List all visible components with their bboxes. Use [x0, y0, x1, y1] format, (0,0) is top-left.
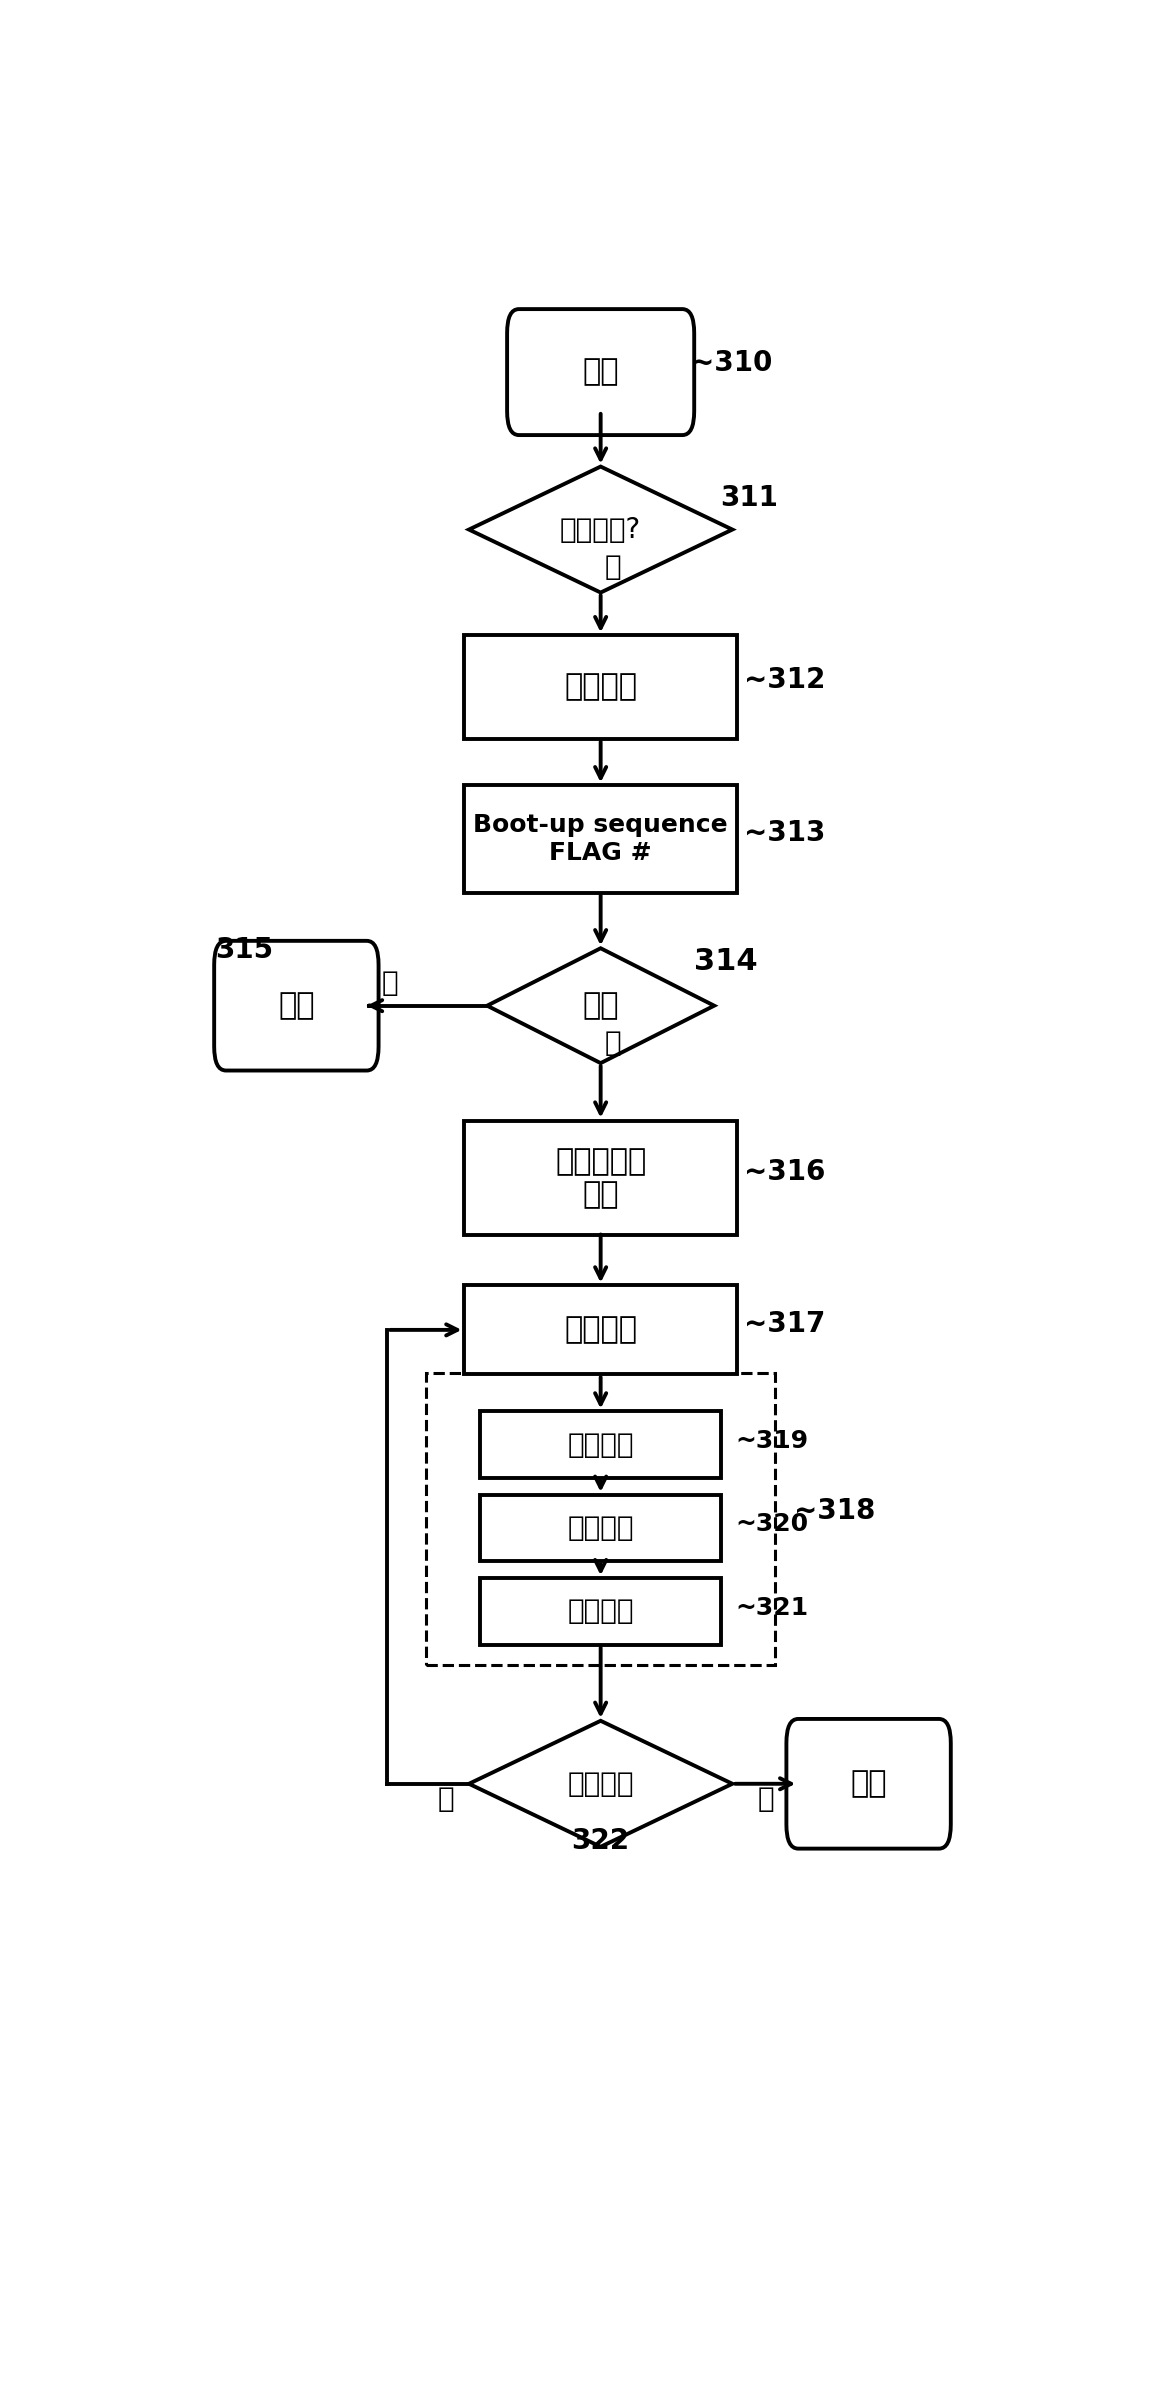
Text: 设定旗标: 设定旗标 [567, 1598, 634, 1626]
Bar [481, 1494, 721, 1561]
Text: 通过: 通过 [582, 991, 619, 1020]
Text: ~320: ~320 [735, 1513, 809, 1537]
Text: Boot-up sequence
FLAG #: Boot-up sequence FLAG # [473, 813, 728, 864]
Text: 结束测试: 结束测试 [567, 1771, 634, 1797]
Bar [425, 1371, 776, 1665]
Polygon shape [469, 1720, 732, 1848]
Text: ~313: ~313 [744, 820, 825, 847]
Bar [481, 1578, 721, 1646]
Polygon shape [488, 948, 714, 1063]
FancyBboxPatch shape [786, 1718, 950, 1848]
Bar [464, 635, 737, 739]
Bar [464, 1121, 737, 1234]
FancyBboxPatch shape [507, 308, 694, 435]
Bar [481, 1412, 721, 1477]
Text: 停止: 停止 [851, 1768, 887, 1797]
Bar [464, 784, 737, 893]
Text: ~312: ~312 [744, 666, 825, 693]
Text: 加载参数: 加载参数 [564, 1316, 638, 1345]
Text: ~319: ~319 [735, 1429, 809, 1453]
Text: ~318: ~318 [795, 1497, 875, 1525]
Text: ~321: ~321 [735, 1595, 809, 1619]
FancyBboxPatch shape [214, 941, 379, 1071]
Text: 开始: 开始 [582, 358, 619, 387]
Text: ~317: ~317 [744, 1311, 825, 1338]
Text: 311: 311 [721, 484, 778, 512]
Text: 开始测试: 开始测试 [567, 1432, 634, 1458]
Text: 314: 314 [694, 946, 758, 977]
Text: 起动功能性
测试: 起动功能性 测试 [556, 1148, 646, 1210]
Text: 是: 是 [604, 553, 621, 580]
Text: 322: 322 [572, 1826, 629, 1855]
Text: 停止: 停止 [278, 991, 314, 1020]
Polygon shape [469, 467, 732, 592]
Text: 过程数据: 过程数据 [567, 1513, 634, 1542]
Text: 否: 否 [382, 970, 398, 998]
Text: ~310: ~310 [691, 349, 772, 378]
Text: 315: 315 [216, 936, 273, 965]
Text: 是: 是 [757, 1785, 775, 1812]
Text: ~316: ~316 [744, 1157, 825, 1186]
Text: 是: 是 [604, 1030, 621, 1056]
Text: 否: 否 [438, 1785, 455, 1812]
Text: 自动开始?: 自动开始? [560, 515, 641, 544]
Text: 设定频率: 设定频率 [564, 674, 638, 703]
Bar [464, 1285, 737, 1374]
